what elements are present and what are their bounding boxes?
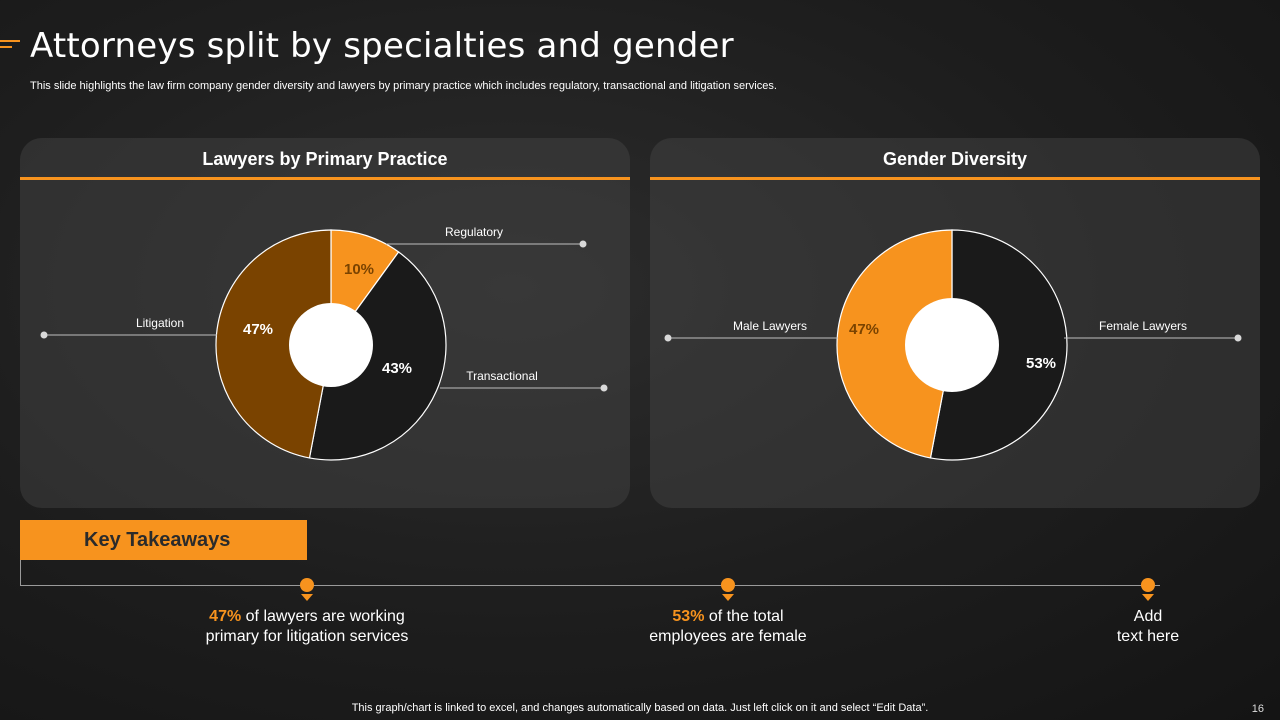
data-label-female-lawyers: 53% xyxy=(1026,355,1056,372)
leader-dot xyxy=(579,240,587,248)
key-takeaways-heading: Key Takeaways xyxy=(20,520,307,560)
takeaway-item-2: 53% of the total employees are female xyxy=(588,607,868,647)
title-accent xyxy=(0,40,20,52)
takeaway-item-3: Add text here xyxy=(1008,607,1280,647)
slice-transactional[interactable] xyxy=(308,251,447,461)
takeaway-line2: text here xyxy=(1116,628,1180,645)
timeline-dot xyxy=(1141,578,1155,592)
takeaway-line2: primary for litigation services xyxy=(205,628,409,645)
timeline-dot xyxy=(721,578,735,592)
leader-dot xyxy=(664,334,672,342)
gender-donut-chart[interactable]: Female Lawyers Male Lawyers 53% 47% xyxy=(650,138,1260,508)
timeline-dot xyxy=(300,578,314,592)
data-label-transactional: 43% xyxy=(382,360,412,377)
takeaway-highlight: 53% xyxy=(672,608,705,625)
category-label-female-lawyers: Female Lawyers xyxy=(1099,319,1187,333)
takeaway-line1: of the total xyxy=(704,608,784,625)
timeline-pointer-icon xyxy=(722,594,734,601)
takeaways-timeline xyxy=(20,560,1160,586)
page-number: 16 xyxy=(1251,703,1264,715)
leader-dot xyxy=(40,331,48,339)
practice-donut-chart[interactable]: Regulatory Transactional Litigation 10% 43% 4… xyxy=(20,138,630,508)
page-title: Attorneys split by specialties and gende… xyxy=(30,26,734,66)
data-label-male-lawyers: 47% xyxy=(849,321,879,338)
page-subtitle: This slide highlights the law firm compa… xyxy=(30,80,777,92)
data-label-litigation: 47% xyxy=(243,321,273,338)
timeline-pointer-icon xyxy=(301,594,313,601)
slice-male-lawyers[interactable] xyxy=(836,229,953,459)
practice-chart-title: Lawyers by Primary Practice xyxy=(20,138,630,180)
footer-note: This graph/chart is linked to excel, and… xyxy=(351,702,929,714)
category-label-male-lawyers: Male Lawyers xyxy=(733,319,807,333)
slice-litigation[interactable] xyxy=(215,229,332,459)
timeline-pointer-icon xyxy=(1142,594,1154,601)
leader-dot xyxy=(1234,334,1242,342)
takeaway-line2: employees are female xyxy=(649,628,807,645)
leader-dot xyxy=(600,384,608,392)
gender-chart-title: Gender Diversity xyxy=(650,138,1260,180)
takeaway-highlight: 47% xyxy=(209,608,242,625)
category-label-litigation: Litigation xyxy=(136,316,184,330)
gender-chart-panel: Gender Diversity Female Lawyers Male Lawy… xyxy=(650,138,1260,508)
practice-chart-panel: Lawyers by Primary Practice Regulatory Tr… xyxy=(20,138,630,508)
donut-hole xyxy=(289,303,373,387)
category-label-regulatory: Regulatory xyxy=(445,225,503,239)
data-label-regulatory: 10% xyxy=(344,261,374,278)
takeaway-item-1: 47% of lawyers are working primary for l… xyxy=(167,607,447,647)
category-label-transactional: Transactional xyxy=(466,369,538,383)
takeaway-line1: Add xyxy=(1133,608,1163,625)
donut-hole xyxy=(905,298,999,392)
takeaway-line1: of lawyers are working xyxy=(241,608,405,625)
